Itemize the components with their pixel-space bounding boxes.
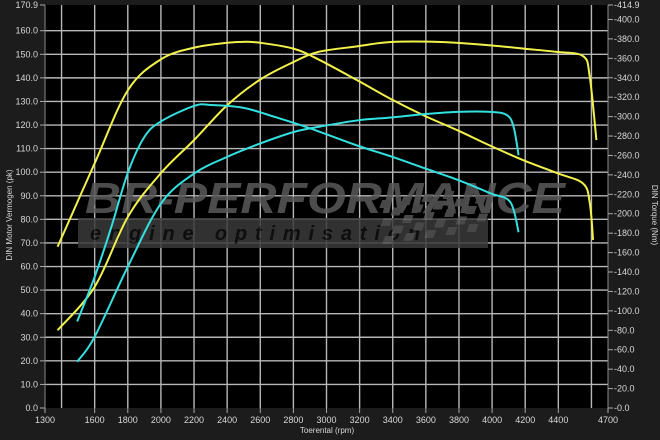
y-left-tick-label: 70.0 bbox=[20, 238, 38, 248]
y-right-tick-label: -260.0 bbox=[614, 150, 640, 160]
y-right-tick-label: -340.0 bbox=[614, 73, 640, 83]
curves bbox=[56, 40, 598, 363]
x-tick-label: 1300 bbox=[35, 415, 55, 425]
y-left-tick-label: 90.0 bbox=[20, 191, 38, 201]
flag-square bbox=[432, 201, 445, 210]
x-tick-label: 4400 bbox=[548, 415, 568, 425]
x-tick-label: 3400 bbox=[383, 415, 403, 425]
y-left-tick-label: 20.0 bbox=[20, 356, 38, 366]
y-left-axis-label: DIN Motor Vermogen (pk) bbox=[5, 169, 14, 260]
y-left-tick-label: 30.0 bbox=[20, 332, 38, 342]
y-right-tick-label: -320.0 bbox=[614, 92, 640, 102]
x-tick-label: 4700 bbox=[598, 415, 618, 425]
y-left-tick-label: 130.0 bbox=[15, 96, 38, 106]
y-right-tick-label: -160.0 bbox=[614, 248, 640, 258]
y-right-tick-label: -280.0 bbox=[614, 131, 640, 141]
y-right-tick-label: -220.0 bbox=[614, 189, 640, 199]
flag-square bbox=[453, 198, 466, 207]
y-right-tick-label: -80.0 bbox=[614, 325, 635, 335]
flag-square bbox=[380, 218, 393, 226]
y-right-tick-label: -360.0 bbox=[614, 53, 640, 63]
y-right-tick-label: -300.0 bbox=[614, 112, 640, 122]
flag-square bbox=[400, 197, 413, 205]
y-left-tick-label: 50.0 bbox=[20, 285, 38, 295]
y-right-tick-label: -40.0 bbox=[614, 364, 635, 374]
y-right-tick-label: -60.0 bbox=[614, 345, 635, 355]
y-left-tick-label: 120.0 bbox=[15, 120, 38, 130]
y-right-tick-label: -380.0 bbox=[614, 34, 640, 44]
flag-square bbox=[463, 188, 476, 196]
y-right-tick-label: -180.0 bbox=[614, 228, 640, 238]
y-left-tick-label: 100.0 bbox=[15, 167, 38, 177]
y-right-tick-label: -414.9 bbox=[614, 0, 640, 10]
x-tick-label: 1800 bbox=[118, 415, 138, 425]
x-tick-label: 4200 bbox=[515, 415, 535, 425]
watermark-brand: BR-PERFORMANCE bbox=[85, 174, 567, 223]
checkered-flag-icon bbox=[379, 188, 489, 244]
x-tick-label: 2200 bbox=[184, 415, 204, 425]
flag-square bbox=[442, 191, 455, 199]
flag-square bbox=[455, 216, 468, 225]
x-tick-label: 1600 bbox=[85, 415, 105, 425]
flag-square bbox=[403, 233, 416, 241]
y-left-tick-label: 170.9 bbox=[15, 0, 38, 10]
y-left-tick-label: 80.0 bbox=[20, 214, 38, 224]
axis-ticks: 0.0 10.0 20.0 30.0 40.0 50.0 60.0 70.0 80.0 90.0 1… bbox=[15, 0, 639, 425]
flag-square bbox=[382, 236, 395, 244]
x-tick-label: 3800 bbox=[449, 415, 469, 425]
x-axis-label: Toerental (rpm) bbox=[300, 426, 355, 435]
y-left-tick-label: 110.0 bbox=[16, 144, 38, 154]
flag-square bbox=[476, 213, 489, 222]
flag-square bbox=[424, 230, 437, 238]
x-tick-label: 3600 bbox=[416, 415, 436, 425]
series-line-1 bbox=[56, 40, 598, 331]
flag-square bbox=[465, 206, 478, 214]
x-tick-label: 2000 bbox=[151, 415, 171, 425]
x-tick-label: 4000 bbox=[482, 415, 502, 425]
x-tick-label: 3000 bbox=[316, 415, 336, 425]
flag-square bbox=[422, 212, 435, 220]
series-line-4 bbox=[76, 103, 520, 322]
flag-square bbox=[466, 224, 479, 232]
x-tick-label: 3200 bbox=[350, 415, 370, 425]
y-right-tick-label: -400.0 bbox=[614, 14, 640, 24]
flag-square bbox=[401, 215, 414, 223]
series-line-3 bbox=[76, 110, 520, 363]
flag-square bbox=[392, 225, 404, 234]
flag-square bbox=[411, 204, 424, 213]
y-left-tick-label: 160.0 bbox=[15, 26, 38, 36]
flag-square bbox=[421, 194, 434, 202]
x-tick-label: 2800 bbox=[283, 415, 303, 425]
y-left-tick-label: 150.0 bbox=[15, 49, 38, 59]
x-tick-label: 2600 bbox=[250, 415, 270, 425]
y-left-tick-label: 140.0 bbox=[15, 73, 38, 83]
flag-square bbox=[390, 207, 403, 216]
flag-square bbox=[445, 227, 458, 235]
flag-square bbox=[444, 209, 456, 217]
y-left-tick-label: 40.0 bbox=[20, 309, 38, 319]
y-left-tick-label: 60.0 bbox=[20, 262, 38, 272]
series-line-2 bbox=[56, 40, 595, 248]
flag-square bbox=[413, 222, 426, 231]
y-right-axis-label: DIN Torque (Nm) bbox=[650, 185, 659, 246]
y-right-tick-label: -140.0 bbox=[614, 267, 640, 277]
flag-square bbox=[474, 195, 487, 204]
y-right-tick-label: -100.0 bbox=[614, 306, 640, 316]
y-left-tick-label: 0.0 bbox=[25, 403, 38, 413]
y-right-tick-label: -200.0 bbox=[614, 209, 640, 219]
y-right-tick-label: -240.0 bbox=[614, 170, 640, 180]
gridlines bbox=[45, 5, 608, 408]
y-right-tick-label: -120.0 bbox=[614, 286, 640, 296]
y-right-tick-label: -0.0 bbox=[614, 403, 630, 413]
flag-square bbox=[379, 200, 392, 208]
flag-square bbox=[434, 219, 447, 228]
x-tick-label: 2400 bbox=[217, 415, 237, 425]
y-left-tick-label: 10.0 bbox=[20, 379, 38, 389]
y-right-tick-label: -20.0 bbox=[614, 384, 635, 394]
